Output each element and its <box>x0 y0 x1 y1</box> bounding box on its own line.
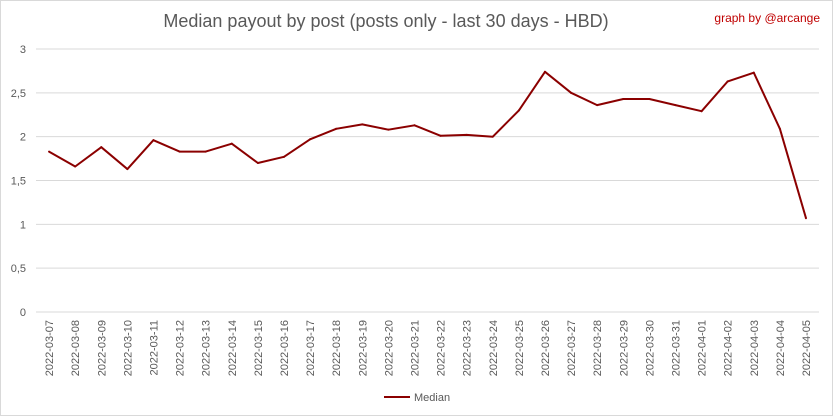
x-tick-label: 2022-03-07 <box>44 320 56 376</box>
data-point <box>596 104 599 107</box>
data-point <box>491 135 494 138</box>
x-tick-label: 2022-03-27 <box>566 320 578 376</box>
data-point <box>674 104 677 107</box>
x-tick-label: 2022-03-28 <box>592 320 604 376</box>
x-tick-label: 2022-03-29 <box>618 320 630 376</box>
data-point <box>439 134 442 137</box>
data-point <box>74 165 77 168</box>
legend-label-median: Median <box>414 392 450 404</box>
data-point <box>465 133 468 136</box>
data-point <box>387 128 390 131</box>
chart-title: Median payout by post (posts only - last… <box>163 11 609 31</box>
x-tick-label: 2022-03-14 <box>227 320 239 376</box>
legend: Median <box>384 392 450 404</box>
y-tick-label: 2,5 <box>11 88 26 100</box>
data-point <box>726 80 729 83</box>
data-point <box>178 150 181 153</box>
x-tick-label: 2022-03-24 <box>488 320 500 376</box>
data-point <box>804 217 807 220</box>
x-tick-label: 2022-04-01 <box>697 320 709 376</box>
data-point <box>778 127 781 130</box>
data-point <box>752 71 755 74</box>
x-tick-label: 2022-03-25 <box>514 320 526 376</box>
data-point <box>517 109 520 112</box>
x-tick-label: 2022-03-12 <box>175 320 187 376</box>
y-tick-label: 3 <box>20 44 26 56</box>
y-axis-ticks: 0 0,5 1 1,5 2 2,5 3 <box>11 44 26 319</box>
y-tick-label: 0,5 <box>11 263 26 275</box>
x-tick-label: 2022-03-18 <box>331 320 343 376</box>
x-tick-label: 2022-03-15 <box>253 320 265 376</box>
x-tick-label: 2022-03-09 <box>96 320 108 376</box>
data-point <box>648 97 651 100</box>
x-tick-label: 2022-03-22 <box>436 320 448 376</box>
data-point <box>361 123 364 126</box>
y-tick-label: 2 <box>20 132 26 144</box>
x-tick-label: 2022-03-16 <box>279 320 291 376</box>
data-point <box>152 139 155 142</box>
data-point <box>48 150 51 153</box>
data-point <box>570 91 573 94</box>
data-point <box>622 97 625 100</box>
x-tick-label: 2022-03-10 <box>122 320 134 376</box>
data-point <box>282 155 285 158</box>
x-tick-label: 2022-04-05 <box>801 320 813 376</box>
x-tick-label: 2022-03-19 <box>357 320 369 376</box>
x-tick-label: 2022-04-04 <box>775 320 787 376</box>
x-tick-label: 2022-03-17 <box>305 320 317 376</box>
data-point <box>543 70 546 73</box>
x-tick-label: 2022-04-03 <box>749 320 761 376</box>
data-point <box>413 124 416 127</box>
data-point <box>100 146 103 149</box>
series-line-median <box>48 70 807 219</box>
x-tick-label: 2022-03-26 <box>540 320 552 376</box>
y-tick-label: 0 <box>20 307 26 319</box>
credit-label: graph by @arcange <box>714 11 820 25</box>
y-tick-label: 1 <box>20 219 26 231</box>
data-point <box>335 127 338 130</box>
y-tick-label: 1,5 <box>11 176 26 188</box>
data-point <box>204 150 207 153</box>
x-tick-label: 2022-03-13 <box>201 320 213 376</box>
x-tick-label: 2022-03-11 <box>148 320 160 375</box>
series-layer <box>48 70 807 220</box>
x-tick-label: 2022-03-31 <box>670 320 682 376</box>
data-point <box>230 142 233 145</box>
data-point <box>309 138 312 141</box>
x-tick-label: 2022-03-08 <box>70 320 82 376</box>
x-tick-label: 2022-03-20 <box>383 320 395 376</box>
x-tick-label: 2022-04-02 <box>723 320 735 376</box>
gridlines <box>36 48 819 313</box>
x-tick-label: 2022-03-21 <box>409 320 421 376</box>
data-point <box>256 161 259 164</box>
x-axis-ticks: 2022-03-07 2022-03-08 2022-03-09 2022-03-10… <box>44 320 813 376</box>
data-point <box>700 110 703 113</box>
data-point <box>126 168 129 171</box>
x-tick-label: 2022-03-23 <box>462 320 474 376</box>
x-tick-label: 2022-03-30 <box>644 320 656 376</box>
